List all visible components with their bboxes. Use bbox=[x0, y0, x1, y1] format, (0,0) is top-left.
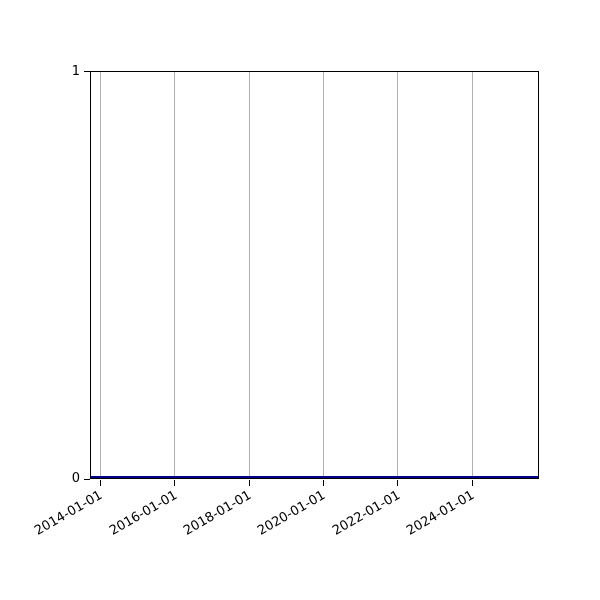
x-tick-label: 2020-01-01 bbox=[255, 488, 329, 539]
x-tick-label: 2016-01-01 bbox=[106, 488, 180, 539]
x-tick-label: 2024-01-01 bbox=[404, 488, 477, 539]
x-tick-label: 2018-01-01 bbox=[181, 488, 255, 539]
x-gridline bbox=[100, 72, 101, 478]
x-tick-label: 2022-01-01 bbox=[329, 488, 403, 539]
x-gridline bbox=[174, 72, 176, 478]
data-line-series bbox=[91, 476, 538, 478]
plot-area bbox=[90, 71, 539, 479]
y-tick-mark bbox=[84, 479, 90, 480]
x-tick-mark bbox=[174, 480, 176, 486]
x-gridline bbox=[322, 72, 324, 478]
x-gridline bbox=[471, 72, 473, 478]
x-gridline bbox=[397, 72, 399, 478]
x-tick-mark bbox=[471, 480, 473, 486]
x-gridline bbox=[248, 72, 250, 478]
x-tick-mark bbox=[397, 480, 399, 486]
x-tick-mark bbox=[248, 480, 250, 486]
y-tick-label: 0 bbox=[71, 471, 80, 486]
x-tick-label: 2014-01-01 bbox=[32, 488, 106, 539]
x-tick-mark bbox=[100, 480, 101, 486]
x-tick-mark bbox=[322, 480, 324, 486]
y-tick-label: 1 bbox=[71, 64, 80, 79]
y-tick-mark bbox=[84, 71, 90, 72]
